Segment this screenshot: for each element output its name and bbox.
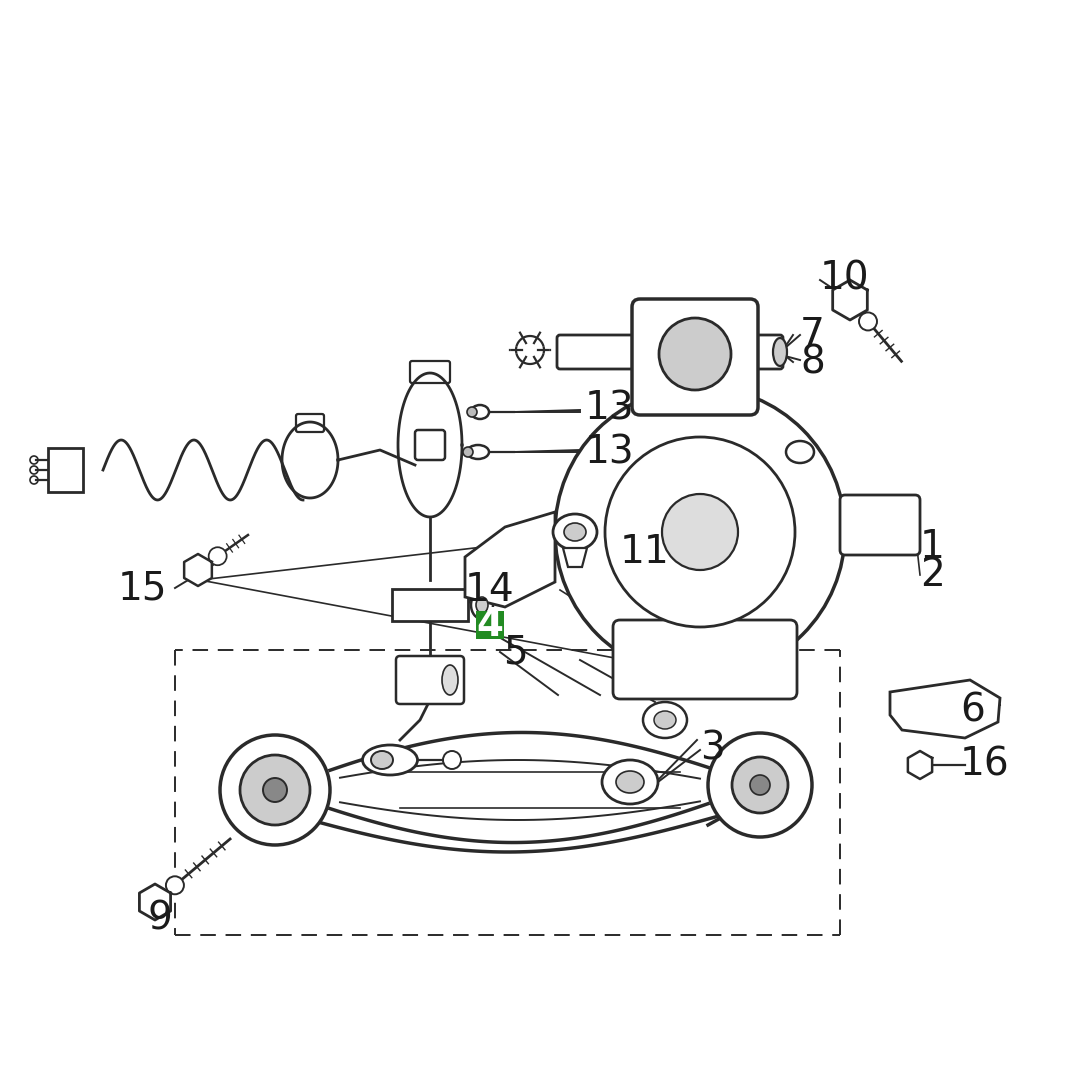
FancyBboxPatch shape [613, 620, 797, 699]
Ellipse shape [643, 702, 687, 738]
Polygon shape [392, 589, 468, 621]
Text: 13: 13 [585, 389, 635, 427]
Text: 8: 8 [800, 343, 825, 381]
Ellipse shape [476, 597, 488, 613]
Circle shape [422, 597, 438, 613]
FancyBboxPatch shape [396, 656, 464, 704]
Text: 14: 14 [465, 571, 515, 609]
Circle shape [30, 476, 38, 484]
Circle shape [642, 645, 669, 673]
Ellipse shape [443, 751, 461, 769]
FancyBboxPatch shape [410, 361, 450, 383]
Polygon shape [48, 448, 83, 492]
Text: 6: 6 [960, 691, 985, 729]
Polygon shape [890, 680, 1000, 738]
Ellipse shape [471, 405, 489, 419]
Circle shape [605, 437, 795, 627]
Ellipse shape [467, 445, 489, 459]
Text: 10: 10 [820, 259, 869, 297]
Circle shape [902, 698, 922, 718]
Circle shape [166, 876, 184, 894]
Text: 1: 1 [920, 528, 945, 566]
Ellipse shape [602, 760, 658, 804]
Circle shape [792, 444, 808, 460]
Polygon shape [563, 548, 588, 567]
Ellipse shape [553, 514, 597, 550]
FancyBboxPatch shape [476, 611, 504, 639]
Ellipse shape [654, 711, 676, 729]
Text: 7: 7 [800, 316, 825, 354]
Circle shape [913, 758, 927, 772]
Ellipse shape [616, 771, 644, 793]
FancyBboxPatch shape [840, 495, 920, 555]
Polygon shape [139, 885, 171, 920]
FancyBboxPatch shape [632, 299, 758, 415]
Circle shape [750, 775, 770, 795]
Circle shape [867, 512, 893, 538]
Circle shape [732, 757, 788, 813]
Text: 4: 4 [476, 606, 503, 644]
Ellipse shape [372, 751, 393, 769]
Circle shape [30, 456, 38, 464]
Circle shape [958, 696, 978, 715]
Circle shape [30, 465, 38, 474]
Circle shape [659, 318, 731, 390]
Polygon shape [833, 280, 867, 320]
Circle shape [662, 494, 738, 570]
Circle shape [220, 735, 330, 845]
Text: 9: 9 [148, 899, 173, 937]
Polygon shape [465, 512, 555, 607]
Text: 16: 16 [960, 746, 1010, 784]
Ellipse shape [467, 407, 477, 417]
Ellipse shape [442, 665, 458, 696]
Ellipse shape [564, 523, 586, 541]
Ellipse shape [773, 338, 787, 366]
Ellipse shape [363, 745, 418, 775]
Polygon shape [185, 554, 212, 586]
Circle shape [708, 733, 812, 837]
Circle shape [264, 778, 287, 802]
Circle shape [859, 312, 877, 330]
Ellipse shape [786, 441, 814, 463]
Ellipse shape [471, 591, 492, 619]
Text: 15: 15 [118, 569, 167, 607]
FancyBboxPatch shape [415, 430, 445, 460]
Polygon shape [908, 751, 932, 779]
Text: 5: 5 [503, 633, 528, 671]
FancyBboxPatch shape [557, 335, 783, 369]
Circle shape [208, 548, 227, 565]
Ellipse shape [463, 447, 473, 457]
Text: 2: 2 [920, 556, 945, 594]
Text: 13: 13 [585, 433, 635, 471]
Text: 11: 11 [620, 534, 670, 571]
FancyBboxPatch shape [296, 414, 324, 432]
Circle shape [555, 387, 845, 677]
Text: 3: 3 [700, 729, 725, 767]
Circle shape [711, 645, 739, 673]
Circle shape [240, 755, 310, 825]
